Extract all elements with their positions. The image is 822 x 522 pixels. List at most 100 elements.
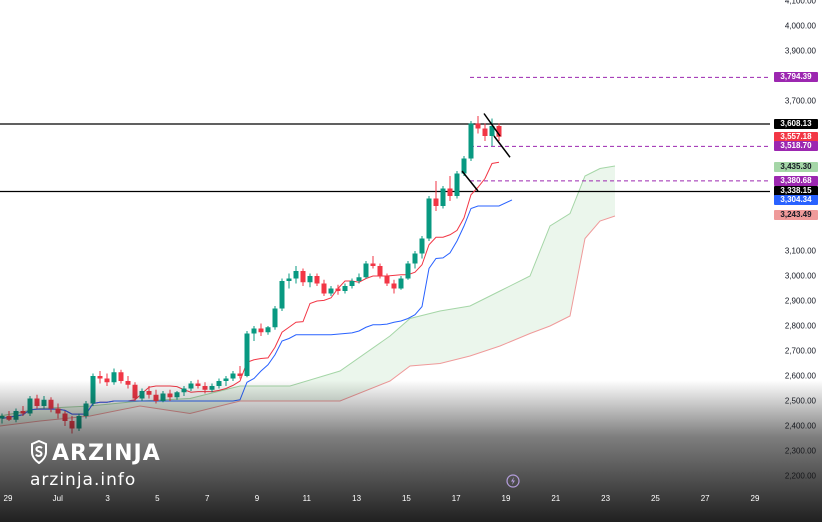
candle-body xyxy=(111,372,117,383)
candle-body xyxy=(426,198,432,239)
candle-body xyxy=(307,276,313,283)
arzinja-logo-icon xyxy=(31,440,47,464)
candle-body xyxy=(20,411,26,414)
candle-body xyxy=(328,288,334,294)
candle-body xyxy=(223,378,229,381)
candle-body xyxy=(447,188,453,196)
candle-body xyxy=(237,373,243,376)
date-tick-label: 29 xyxy=(3,494,13,503)
candle-body xyxy=(153,394,159,401)
price-tick-label: 2,200.00 xyxy=(784,471,816,481)
candle-body xyxy=(216,381,222,386)
price-badge: 3,304.34 xyxy=(774,194,818,205)
candle-body xyxy=(132,384,138,399)
candle-body xyxy=(279,281,285,309)
price-badge: 3,435.30 xyxy=(774,162,818,173)
date-tick-label: 13 xyxy=(352,494,362,503)
lightning-icon[interactable] xyxy=(506,474,520,488)
candle-body xyxy=(489,126,495,136)
candle-body xyxy=(349,281,355,286)
candle-body xyxy=(62,413,68,421)
candle-body xyxy=(0,416,5,419)
candle-body xyxy=(419,238,425,254)
date-tick-label: 9 xyxy=(254,494,260,503)
candle-body xyxy=(377,266,383,276)
price-tick-label: 2,400.00 xyxy=(784,421,816,431)
price-tick-label: 3,700.00 xyxy=(784,96,816,106)
price-tick-label: 2,500.00 xyxy=(784,396,816,406)
date-tick-label: Jul xyxy=(52,494,63,503)
price-tick-label: 2,700.00 xyxy=(784,346,816,356)
candle-body xyxy=(461,158,467,174)
candle-body xyxy=(48,399,54,409)
date-tick-label: 21 xyxy=(551,494,561,503)
candle-body xyxy=(27,398,33,414)
price-badge: 3,518.70 xyxy=(774,141,818,152)
flag-line xyxy=(483,113,501,137)
flag-drawing xyxy=(461,113,511,192)
candle-body xyxy=(174,392,180,398)
price-tick-label: 2,600.00 xyxy=(784,371,816,381)
candle-body xyxy=(391,283,397,289)
candle-body xyxy=(433,198,439,206)
price-axis[interactable]: 4,100.00 4,000.00 3,900.00 3,700.00 3,100.00… xyxy=(770,0,822,522)
candle-body xyxy=(167,393,173,398)
price-badge: 3,338.15 xyxy=(774,186,818,197)
price-badge: 3,380.68 xyxy=(774,175,818,186)
candle-body xyxy=(83,403,89,416)
date-tick-label: 5 xyxy=(155,494,160,503)
candle-body xyxy=(321,283,327,294)
date-tick-label: 3 xyxy=(105,494,110,503)
candle-body xyxy=(125,381,131,385)
candle-body xyxy=(6,416,12,420)
price-tick-label: 2,800.00 xyxy=(784,321,816,331)
candle-body xyxy=(496,126,502,137)
candle-body xyxy=(398,278,404,289)
candle-body xyxy=(55,408,61,414)
candle-body xyxy=(188,383,194,389)
candle-body xyxy=(244,333,250,376)
candle-body xyxy=(97,376,103,379)
candle-body xyxy=(230,373,236,379)
price-tick-label: 2,900.00 xyxy=(784,296,816,306)
candle-body xyxy=(405,263,411,279)
candle-body xyxy=(468,123,474,159)
candle-body xyxy=(90,376,96,404)
candle-body xyxy=(13,411,19,420)
flag-line xyxy=(493,135,511,158)
candle-body xyxy=(384,276,390,284)
date-tick-label: 23 xyxy=(601,494,611,503)
candle-body xyxy=(454,173,460,196)
candle-body xyxy=(356,277,362,281)
flag-pole-line xyxy=(461,170,479,192)
candle-body xyxy=(104,378,110,383)
price-tick-label: 3,100.00 xyxy=(784,246,816,256)
time-axis[interactable]: 29 Jul 3 5 7 9 11 13 15 17 19 21 23 25 27 29 xyxy=(0,488,770,508)
date-tick-label: 19 xyxy=(501,494,511,503)
candle-body xyxy=(160,393,166,401)
candle-body xyxy=(209,386,215,390)
candle-body xyxy=(139,391,145,399)
candle-body xyxy=(482,128,488,136)
price-tick-label: 3,900.00 xyxy=(784,46,816,56)
candle-body xyxy=(314,276,320,284)
price-badge: 3,608.13 xyxy=(774,118,818,129)
date-tick-label: 27 xyxy=(700,494,710,503)
candle-body xyxy=(370,263,376,266)
price-badge: 3,243.49 xyxy=(774,210,818,221)
date-tick-label: 7 xyxy=(204,494,210,503)
candle-body xyxy=(181,388,187,393)
candle-body xyxy=(272,308,278,328)
price-tick-label: 4,000.00 xyxy=(784,21,816,31)
candle-body xyxy=(41,399,47,406)
price-tick-label: 2,300.00 xyxy=(784,446,816,456)
candle-body xyxy=(34,398,40,406)
candle-body xyxy=(342,286,348,291)
candle-body xyxy=(293,271,299,279)
date-tick-label: 11 xyxy=(302,494,311,503)
arzinja-logo: ARZINJA arzinja.info xyxy=(30,440,161,490)
cloud-fill xyxy=(0,166,615,426)
candle-body xyxy=(195,383,201,386)
candle-body xyxy=(265,327,271,333)
candle-body xyxy=(146,391,152,395)
